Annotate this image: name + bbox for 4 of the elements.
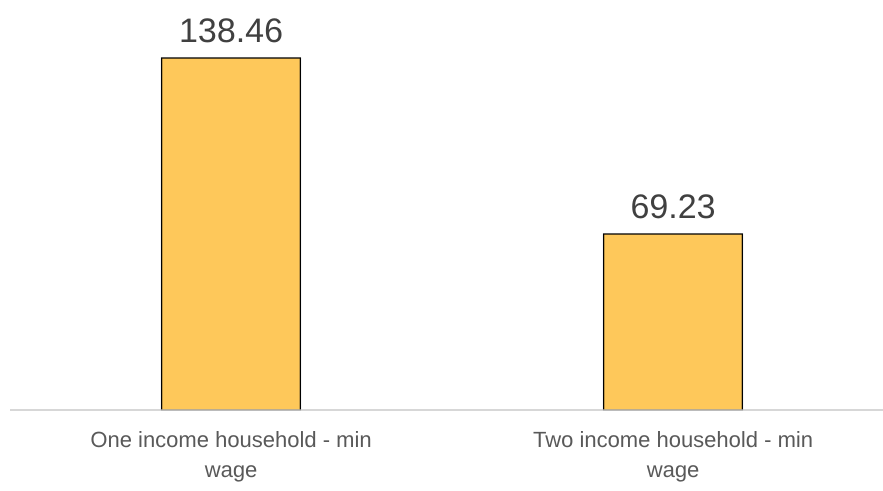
x-tick-label: One income household - min wage	[90, 427, 372, 482]
x-tick-label: Two income household - min wage	[532, 427, 814, 482]
data-label: 69.23	[630, 188, 716, 226]
data-label: 138.46	[179, 12, 283, 50]
